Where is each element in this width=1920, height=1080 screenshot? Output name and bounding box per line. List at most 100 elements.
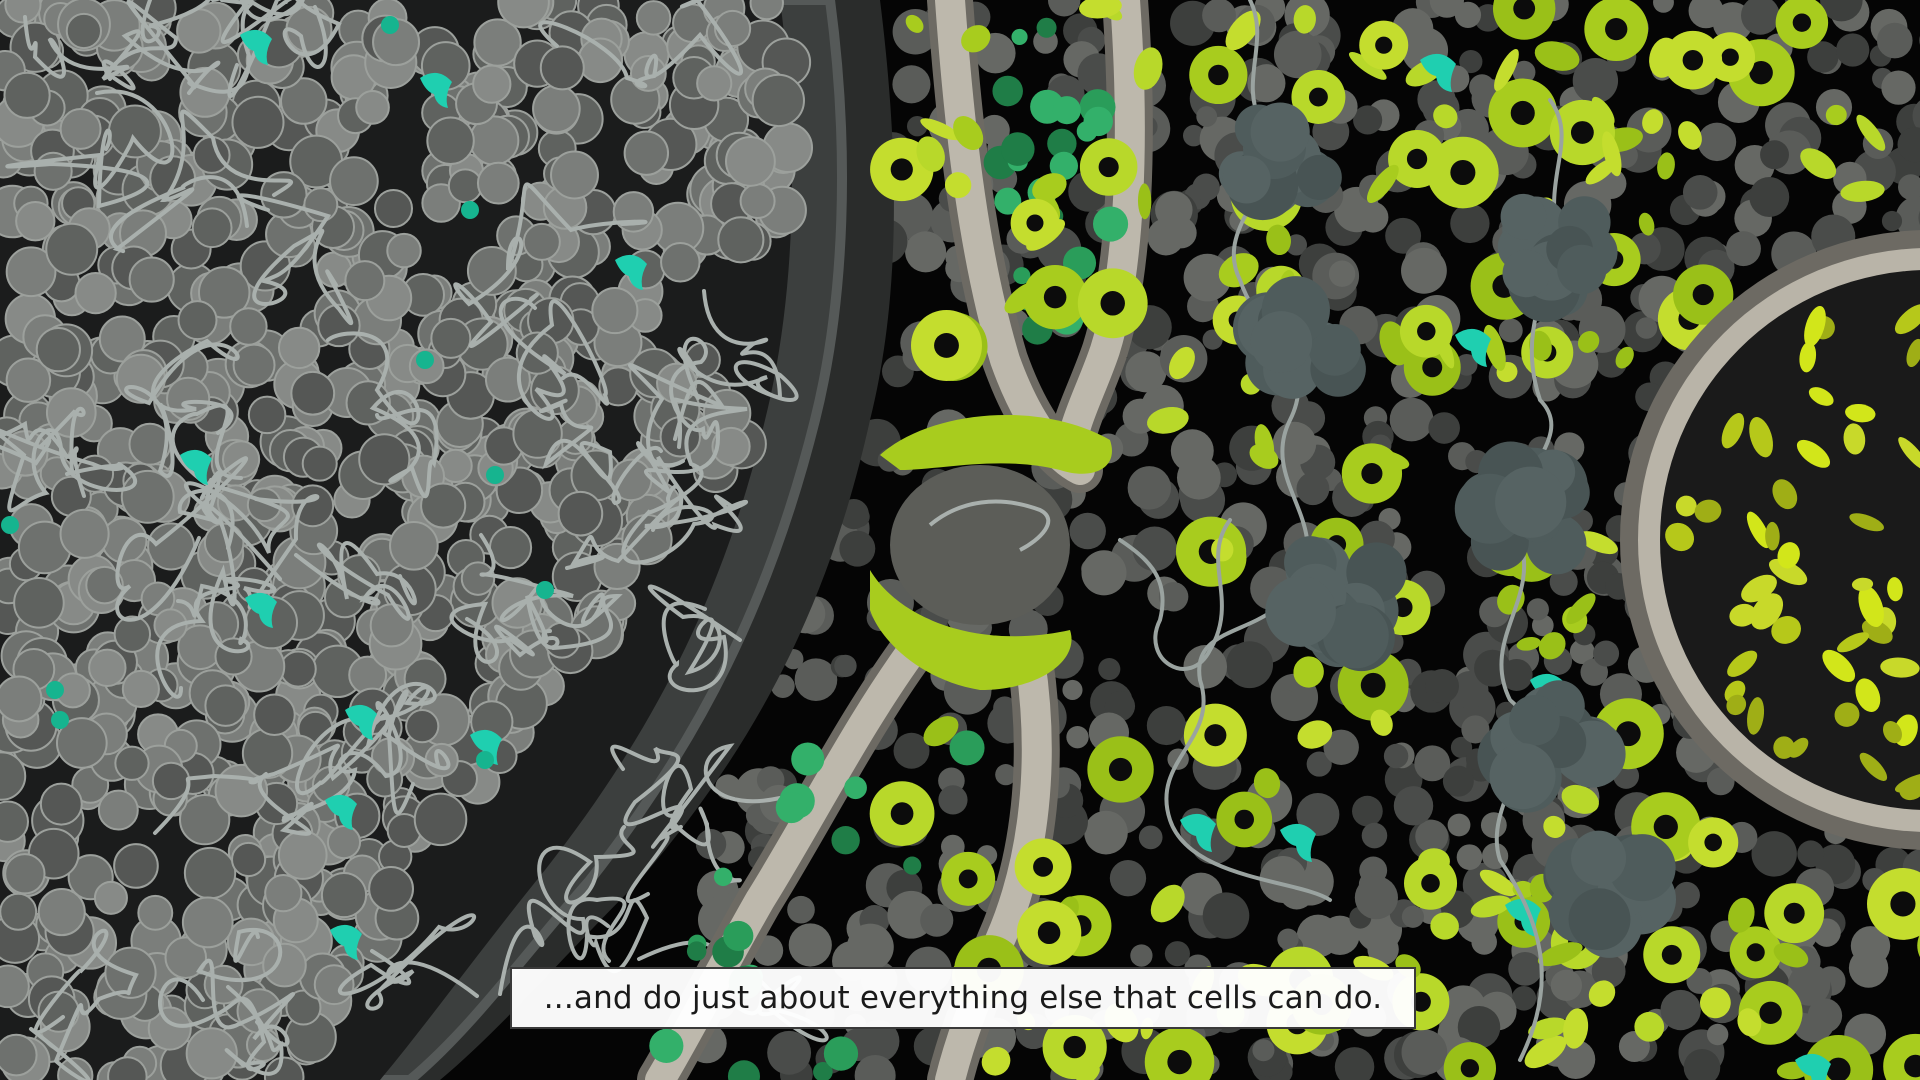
- nucleosome: [4, 0, 42, 24]
- nucleosome: [114, 745, 150, 781]
- lumen-protein: [1000, 132, 1035, 166]
- nucleosome: [3, 71, 51, 119]
- nucleosome: [183, 846, 237, 900]
- enzyme: [1470, 895, 1512, 918]
- nucleus: [0, 0, 894, 1080]
- enzyme: [1479, 869, 1517, 897]
- enzyme: [1137, 183, 1152, 220]
- nucleosome: [0, 675, 43, 723]
- nucleosome: [55, 717, 108, 769]
- dna-fiber: [294, 541, 417, 621]
- lumen-protein: [1052, 96, 1081, 125]
- nucleosome: [247, 395, 287, 435]
- nucleosome: [717, 216, 765, 264]
- nucleosome: [635, 0, 672, 36]
- nucleosome: [313, 964, 355, 1006]
- dna-fiber: [115, 456, 249, 622]
- nucleosome: [128, 256, 175, 303]
- nucleosome: [426, 116, 475, 165]
- ribosome: [1477, 680, 1626, 813]
- matrix-protein: [1777, 542, 1800, 569]
- dna-fiber: [498, 296, 610, 421]
- matrix-protein: [1727, 650, 1758, 677]
- matrix-protein: [1665, 522, 1695, 552]
- nucleosome: [557, 490, 604, 537]
- matrix-protein: [1765, 521, 1780, 551]
- dna-fiber: [0, 428, 138, 513]
- enzyme-ring: [1492, 0, 1556, 40]
- dna-fiber: [498, 825, 636, 996]
- nucleosome: [711, 426, 751, 467]
- enzyme: [1578, 531, 1618, 555]
- nucleosome: [88, 648, 127, 688]
- enzyme-ring: [1917, 934, 1920, 958]
- enzyme: [944, 172, 972, 199]
- nucleosome: [420, 482, 467, 529]
- enzyme: [1657, 152, 1675, 180]
- matrix-protein: [1771, 615, 1801, 644]
- nucleosome: [413, 792, 468, 847]
- nucleosome: [264, 874, 303, 913]
- nucleosome: [59, 108, 102, 150]
- nucleosome: [35, 327, 81, 373]
- enzyme: [905, 14, 924, 33]
- enzyme: [1133, 47, 1163, 90]
- nucleosome: [512, 408, 563, 459]
- organelle-matrix-proteins: [1665, 304, 1920, 801]
- enzyme: [953, 116, 984, 151]
- nucleosome: [262, 942, 307, 988]
- dna-fiber: [326, 331, 439, 499]
- nucleosome: [424, 742, 459, 778]
- dna-fiber: [153, 689, 415, 835]
- matrix-protein: [1906, 338, 1920, 368]
- nucleosome: [85, 565, 124, 605]
- nucleosome: [591, 287, 639, 335]
- enzyme: [1825, 104, 1847, 126]
- nucleosome: [612, 191, 655, 233]
- enzyme: [1293, 5, 1316, 34]
- nucleosome: [65, 12, 103, 50]
- matrix-protein: [1849, 513, 1885, 532]
- teal-protein: [345, 704, 377, 740]
- matrix-protein: [1858, 585, 1884, 628]
- cytoplasm-enzymes: [869, 0, 1920, 1080]
- enzyme: [1075, 1065, 1100, 1080]
- matrix-protein: [1898, 437, 1920, 471]
- nucleosome: [178, 793, 231, 846]
- matrix-protein: [1747, 697, 1765, 735]
- nucleosome: [229, 307, 268, 346]
- dna-fiber: [621, 397, 748, 565]
- dna-fiber: [625, 743, 782, 904]
- matrix-protein: [1675, 495, 1697, 517]
- matrix-protein: [1834, 702, 1860, 727]
- enzyme: [1254, 424, 1275, 465]
- nucleosome: [15, 201, 56, 242]
- nucleosome: [0, 800, 29, 843]
- lumen-protein: [831, 826, 860, 855]
- ribosome: [1218, 102, 1342, 221]
- lumen-protein: [1011, 28, 1028, 45]
- nucleosome: [749, 0, 784, 21]
- nucleosome: [45, 222, 99, 276]
- nucleosome: [13, 577, 65, 629]
- enzyme: [1433, 104, 1458, 129]
- nucleosome: [107, 104, 162, 159]
- nucleosome: [290, 370, 336, 416]
- enzyme: [981, 1046, 1011, 1076]
- lumen-protein: [1036, 17, 1057, 38]
- lumen-protein: [1093, 206, 1129, 242]
- nucleosome: [472, 64, 512, 104]
- nucleosome: [197, 266, 251, 319]
- nucleosome: [539, 45, 585, 91]
- nucleosome: [550, 150, 599, 200]
- nucleosome: [185, 1027, 238, 1080]
- nucleosome: [192, 136, 231, 174]
- nucleosome: [355, 90, 390, 125]
- enzyme: [1253, 768, 1281, 799]
- teal-protein: [536, 581, 554, 599]
- matrix-protein: [1746, 511, 1770, 549]
- matrix-protein: [1843, 423, 1866, 455]
- enzyme: [1079, 0, 1122, 19]
- nucleosome: [277, 326, 321, 370]
- nucleosome: [147, 1006, 192, 1051]
